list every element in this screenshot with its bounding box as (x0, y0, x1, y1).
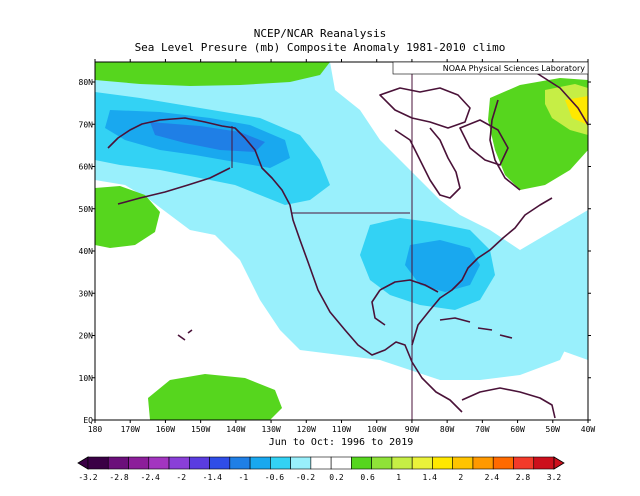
colorbar-label: -2.4 (141, 473, 160, 482)
colorbar-label: 0.6 (360, 473, 375, 482)
colorbar-swatch (330, 456, 352, 470)
colorbar-label: -1.4 (203, 473, 222, 482)
lon-label: 60W (510, 425, 525, 434)
colorbar-swatch (391, 456, 413, 470)
colorbar-label: -0.6 (265, 473, 284, 482)
colorbar-swatch (107, 456, 129, 470)
lat-label: 70N (79, 120, 94, 129)
colorbar-swatch (229, 456, 251, 470)
lat-label: 10N (79, 374, 94, 383)
lat-label: 40N (79, 247, 94, 256)
boundaries (231, 62, 413, 420)
lon-label: 170W (121, 425, 140, 434)
alaska-peninsula (117, 167, 231, 205)
lon-label: 150W (191, 425, 210, 434)
anomaly-region-yellow-green (545, 84, 588, 135)
colorbar-label: -3.2 (78, 473, 97, 482)
colorbar-label: 2 (458, 473, 463, 482)
colorbar-label: 1.4 (423, 473, 438, 482)
colorbar-swatch (371, 456, 393, 470)
colorbar-label: 1 (396, 473, 401, 482)
colorbar-swatch (351, 456, 372, 470)
anomaly-region-light-cyan-east (520, 210, 588, 360)
anomaly-region-deep-blue (150, 122, 265, 152)
colorbar-swatch (148, 456, 170, 470)
colorbar-swatch (189, 456, 210, 470)
colorbar-swatch (209, 456, 231, 470)
colorbar-high-arrow (553, 456, 565, 470)
anomaly-region-yellow (565, 96, 588, 125)
lon-label: 50W (546, 425, 561, 434)
arctic-islands (379, 87, 471, 129)
lat-label: EQ (83, 416, 93, 425)
lat-label: 50N (79, 205, 94, 214)
colorbar-swatch (472, 456, 494, 470)
anomaly-region-green-north-pacific (95, 186, 160, 248)
credit-label: NOAA Physical Sciences Laboratory (443, 64, 586, 73)
east-coast (411, 197, 553, 346)
caribbean-islands (439, 317, 513, 339)
south-america-coast (461, 387, 556, 419)
longitude-axis: 180 170W 160W 150W 140W 130W 120W 110W 100W 90W 80… (88, 59, 596, 434)
colorbar-swatch (492, 456, 514, 470)
lon-label: 130W (261, 425, 280, 434)
lon-label: 160W (156, 425, 175, 434)
colorbar-swatch (513, 456, 535, 470)
colorbar-label: -1 (239, 473, 249, 482)
lat-label: 20N (79, 332, 94, 341)
lat-label: 60N (79, 163, 94, 172)
coastlines (107, 65, 588, 419)
hudson-bay (394, 127, 461, 199)
latitude-axis: EQ 10N 20N 30N 40N 50N 60N 70N 80N (79, 78, 591, 425)
colorbar-label: 3.2 (547, 473, 562, 482)
lat-label: 80N (79, 78, 94, 87)
lon-label: 80W (440, 425, 455, 434)
colorbar (77, 456, 565, 470)
lon-label: 100W (367, 425, 386, 434)
lon-label: 180 (88, 425, 103, 434)
anomaly-region-green-south (148, 374, 282, 420)
colorbar-swatch (290, 456, 312, 470)
colorbar-labels: -3.2 -2.8 -2.4 -2 -1.4 -1 -0.6 -0.2 0.2 0.6 1 1.4 2 2… (78, 473, 561, 482)
anomaly-region-blue-east-us (405, 240, 480, 292)
period-label: Jun to Oct: 1996 to 2019 (269, 437, 414, 448)
colorbar-label: 0.2 (329, 473, 344, 482)
colorbar-swatch (168, 456, 190, 470)
lon-label: 120W (297, 425, 316, 434)
colorbar-label: 2.4 (485, 473, 500, 482)
colorbar-label: 2.8 (516, 473, 531, 482)
alaska-coast (107, 117, 463, 413)
credit-box (392, 61, 589, 75)
colorbar-swatch (270, 456, 291, 470)
lon-label: 140W (226, 425, 245, 434)
lat-label: 30N (79, 289, 94, 298)
colorbar-swatch (128, 456, 150, 470)
lon-label: 70W (475, 425, 490, 434)
colorbar-swatch (87, 456, 109, 470)
lon-label: 90W (405, 425, 420, 434)
colorbar-swatch (310, 456, 332, 470)
chart-subtitle: Sea Level Presure (mb) Composite Anomaly… (134, 41, 506, 54)
chart-title: NCEP/NCAR Reanalysis (253, 27, 387, 40)
lon-label: 110W (332, 425, 351, 434)
colorbar-label: -2.8 (109, 473, 128, 482)
anomaly-region-green-arctic (95, 62, 330, 86)
colorbar-swatch (411, 456, 433, 470)
hawaii (177, 329, 193, 341)
gulf-coast (371, 279, 439, 326)
colorbar-swatch (432, 456, 453, 470)
lon-label: 40W (581, 425, 596, 434)
anomaly-field (95, 62, 588, 420)
colorbar-label: -2 (176, 473, 186, 482)
colorbar-swatch (452, 456, 474, 470)
colorbar-label: -0.2 (296, 473, 315, 482)
colorbar-swatch (533, 456, 555, 470)
colorbar-swatch (249, 456, 271, 470)
colorbar-low-arrow (77, 456, 89, 470)
baffin-island (459, 119, 509, 166)
